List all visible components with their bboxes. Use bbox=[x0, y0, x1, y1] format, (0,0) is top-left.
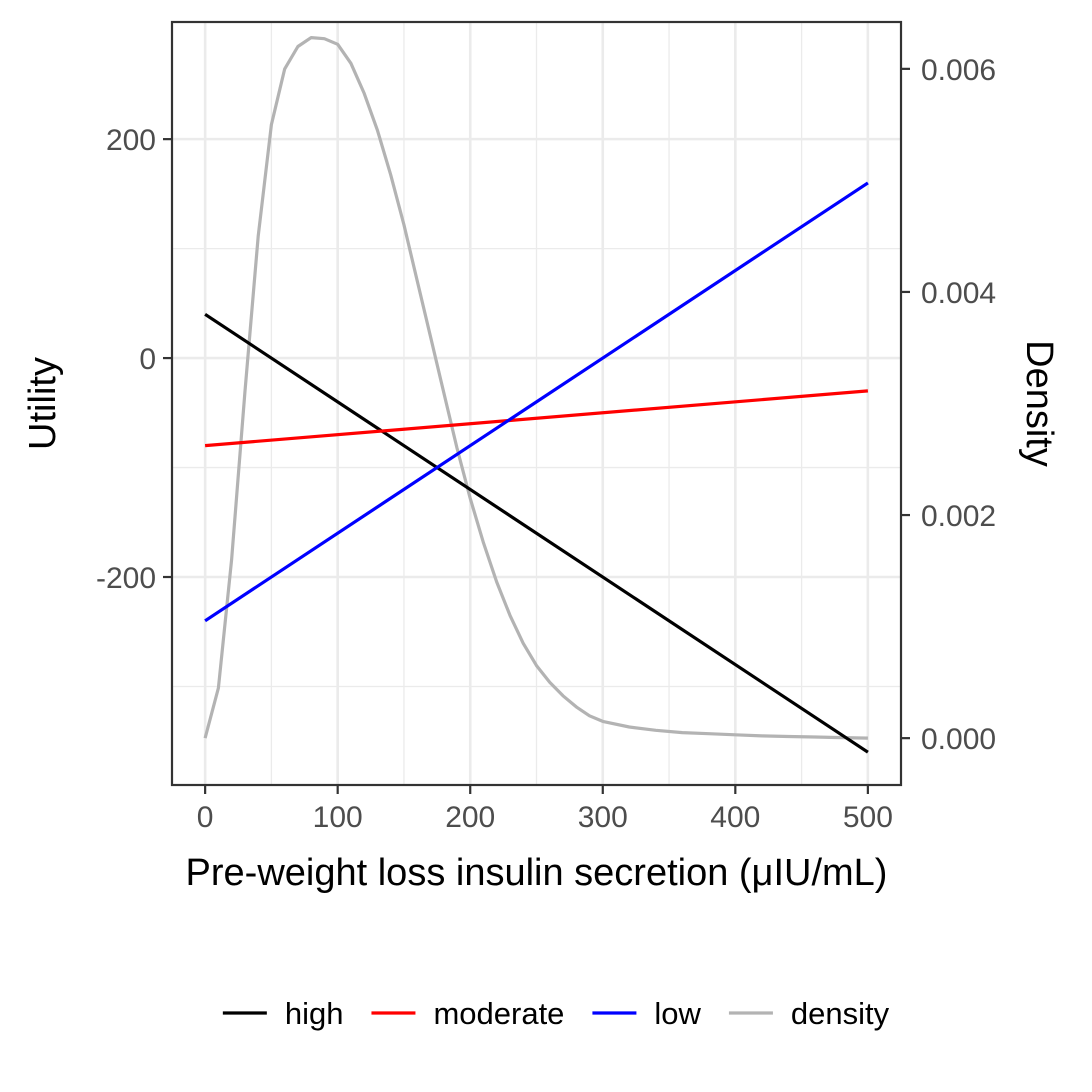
panel-border bbox=[170, 20, 903, 787]
y-axis-title: Utility bbox=[22, 357, 64, 450]
y2-tick-label: 0.000 bbox=[921, 723, 996, 756]
x-tick-label: 500 bbox=[843, 801, 893, 834]
series-line-density bbox=[203, 35, 868, 740]
legend-label-density: density bbox=[791, 996, 890, 1031]
axes: 0 100 200 300 400 500 -200 0 200 0.000 0.002 0.004 0… bbox=[96, 54, 996, 834]
series-layer bbox=[203, 35, 869, 754]
y2-tick-label: 0.004 bbox=[921, 277, 996, 310]
x-tick-label: 200 bbox=[445, 801, 495, 834]
legend: high moderate low density bbox=[222, 996, 890, 1031]
x-tick-label: 300 bbox=[578, 801, 628, 834]
y-tick-label: 0 bbox=[139, 343, 156, 376]
series-line-low bbox=[204, 181, 869, 623]
y2-tick-label: 0.002 bbox=[921, 500, 996, 533]
y2-axis-title: Density bbox=[1018, 340, 1060, 467]
series-line-moderate bbox=[204, 389, 869, 448]
grid bbox=[172, 22, 901, 785]
series-line-high bbox=[204, 312, 869, 754]
y2-tick-label: 0.006 bbox=[921, 54, 996, 87]
legend-label-high: high bbox=[285, 996, 344, 1031]
legend-label-low: low bbox=[654, 996, 701, 1031]
y-tick-label: 200 bbox=[106, 124, 156, 157]
legend-label-moderate: moderate bbox=[433, 996, 564, 1031]
x-tick-label: 400 bbox=[710, 801, 760, 834]
y-tick-label: -200 bbox=[96, 562, 156, 595]
x-tick-label: 100 bbox=[313, 801, 363, 834]
x-axis-title: Pre-weight loss insulin secretion (μIU/m… bbox=[186, 852, 888, 894]
x-tick-label: 0 bbox=[197, 801, 214, 834]
